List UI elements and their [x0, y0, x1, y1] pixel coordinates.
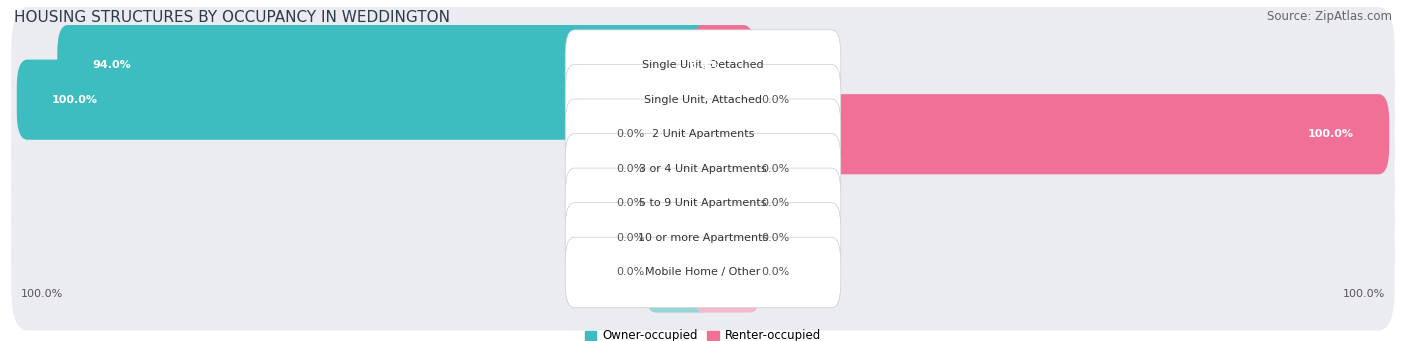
FancyBboxPatch shape [565, 64, 841, 135]
Text: 0.0%: 0.0% [761, 233, 789, 243]
FancyBboxPatch shape [11, 7, 1395, 123]
FancyBboxPatch shape [645, 163, 714, 243]
FancyBboxPatch shape [565, 237, 841, 308]
Text: 0.0%: 0.0% [617, 233, 645, 243]
FancyBboxPatch shape [11, 76, 1395, 192]
FancyBboxPatch shape [58, 25, 714, 105]
Text: 6.0%: 6.0% [689, 60, 720, 70]
FancyBboxPatch shape [11, 111, 1395, 227]
Text: 0.0%: 0.0% [617, 164, 645, 174]
FancyBboxPatch shape [17, 60, 714, 140]
FancyBboxPatch shape [11, 145, 1395, 262]
Text: 0.0%: 0.0% [617, 198, 645, 208]
FancyBboxPatch shape [692, 232, 761, 313]
FancyBboxPatch shape [692, 129, 761, 209]
Text: 100.0%: 100.0% [21, 289, 63, 299]
Text: Mobile Home / Other: Mobile Home / Other [645, 267, 761, 278]
Text: Single Unit, Detached: Single Unit, Detached [643, 60, 763, 70]
Text: 2 Unit Apartments: 2 Unit Apartments [652, 129, 754, 139]
Legend: Owner-occupied, Renter-occupied: Owner-occupied, Renter-occupied [579, 325, 827, 341]
FancyBboxPatch shape [565, 30, 841, 100]
Text: 0.0%: 0.0% [761, 164, 789, 174]
Text: Source: ZipAtlas.com: Source: ZipAtlas.com [1267, 10, 1392, 23]
FancyBboxPatch shape [11, 42, 1395, 158]
Text: 10 or more Apartments: 10 or more Apartments [638, 233, 768, 243]
FancyBboxPatch shape [565, 203, 841, 273]
Text: 0.0%: 0.0% [761, 198, 789, 208]
FancyBboxPatch shape [645, 94, 714, 174]
FancyBboxPatch shape [645, 129, 714, 209]
Text: 0.0%: 0.0% [617, 129, 645, 139]
FancyBboxPatch shape [11, 214, 1395, 330]
FancyBboxPatch shape [645, 198, 714, 278]
Text: 0.0%: 0.0% [761, 95, 789, 105]
Text: 100.0%: 100.0% [1343, 289, 1385, 299]
Text: HOUSING STRUCTURES BY OCCUPANCY IN WEDDINGTON: HOUSING STRUCTURES BY OCCUPANCY IN WEDDI… [14, 10, 450, 25]
Text: 94.0%: 94.0% [93, 60, 131, 70]
Text: Single Unit, Attached: Single Unit, Attached [644, 95, 762, 105]
Text: 0.0%: 0.0% [617, 267, 645, 278]
FancyBboxPatch shape [692, 94, 1389, 174]
Text: 100.0%: 100.0% [1308, 129, 1354, 139]
FancyBboxPatch shape [692, 163, 761, 243]
Text: 3 or 4 Unit Apartments: 3 or 4 Unit Apartments [640, 164, 766, 174]
Text: 100.0%: 100.0% [52, 95, 98, 105]
FancyBboxPatch shape [11, 180, 1395, 296]
FancyBboxPatch shape [565, 99, 841, 169]
FancyBboxPatch shape [645, 232, 714, 313]
FancyBboxPatch shape [565, 168, 841, 239]
Text: 5 to 9 Unit Apartments: 5 to 9 Unit Apartments [640, 198, 766, 208]
FancyBboxPatch shape [692, 198, 761, 278]
FancyBboxPatch shape [565, 134, 841, 204]
Text: 0.0%: 0.0% [761, 267, 789, 278]
FancyBboxPatch shape [692, 25, 755, 105]
FancyBboxPatch shape [692, 60, 761, 140]
